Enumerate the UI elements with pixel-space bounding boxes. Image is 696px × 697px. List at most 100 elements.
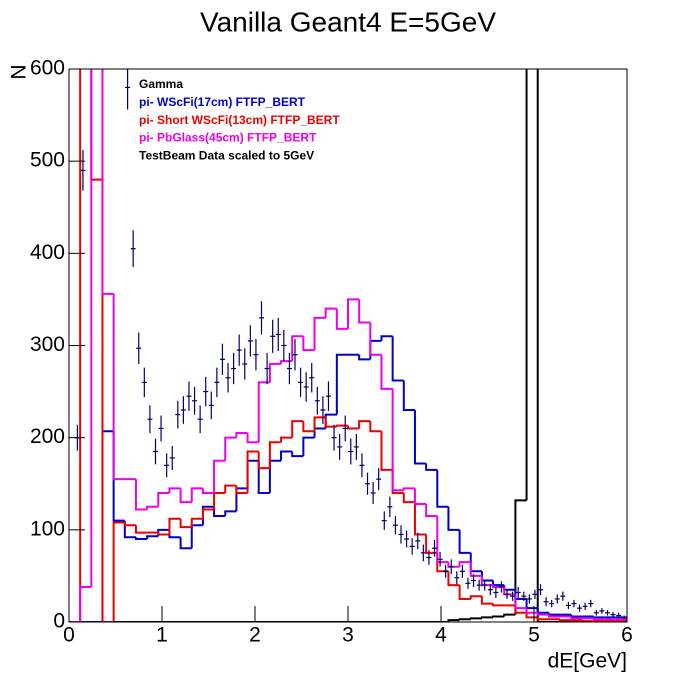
histogram-bin bbox=[469, 552, 482, 573]
histogram-bin bbox=[592, 616, 605, 619]
x-tick-label: 0 bbox=[63, 624, 75, 647]
histogram-bin bbox=[391, 336, 404, 382]
x-tick-label: 4 bbox=[435, 624, 447, 647]
histogram-bin bbox=[112, 293, 125, 481]
histogram-bin bbox=[469, 595, 482, 599]
histogram-bin bbox=[235, 432, 248, 438]
histogram-bin bbox=[280, 360, 293, 364]
histogram-bin bbox=[425, 504, 438, 518]
histogram-bin bbox=[335, 424, 348, 427]
histogram-bin bbox=[514, 594, 527, 610]
histogram-bin bbox=[146, 505, 159, 510]
histogram-bin bbox=[324, 307, 337, 318]
histogram-bin bbox=[291, 335, 304, 362]
plot-area bbox=[69, 69, 627, 622]
histogram-bin bbox=[469, 617, 482, 620]
histogram-bin bbox=[525, 598, 538, 610]
histogram-bin bbox=[380, 431, 393, 471]
y-tick-label: 500 bbox=[30, 149, 65, 172]
histogram-bin bbox=[492, 615, 505, 618]
histogram-bin bbox=[280, 436, 293, 443]
histogram-bin bbox=[224, 484, 237, 493]
histogram-bin bbox=[246, 433, 259, 444]
histogram-bin bbox=[190, 517, 203, 528]
histogram-bin bbox=[592, 618, 605, 621]
histogram-bin bbox=[391, 388, 404, 492]
histogram-bin bbox=[168, 517, 181, 535]
histogram-bin bbox=[436, 516, 449, 564]
histogram-bin bbox=[425, 463, 438, 471]
histogram-bin bbox=[458, 561, 471, 567]
histogram-bin bbox=[581, 620, 594, 622]
histogram-bin bbox=[347, 298, 360, 329]
histogram-bin bbox=[213, 491, 226, 510]
histogram-bin bbox=[302, 421, 315, 433]
histogram-bin bbox=[536, 608, 549, 614]
histogram-bin bbox=[447, 506, 460, 531]
legend-entry: TestBeam Data scaled to 5GeV bbox=[139, 148, 314, 162]
histogram-bin bbox=[570, 614, 583, 618]
histogram-bin bbox=[168, 529, 181, 539]
y-tick-label: 0 bbox=[53, 610, 65, 633]
histogram-bin bbox=[413, 410, 427, 465]
x-tick-label: 2 bbox=[249, 624, 261, 647]
histogram-bin bbox=[547, 614, 561, 618]
histogram-bin bbox=[179, 488, 192, 504]
y-axis-label: N bbox=[8, 64, 31, 79]
histogram-bin bbox=[112, 431, 125, 522]
histogram-bin bbox=[469, 562, 482, 577]
histogram-bin bbox=[90, 69, 103, 181]
histogram-bin bbox=[313, 427, 326, 438]
y-tick-label: 300 bbox=[30, 333, 65, 356]
histogram-bin bbox=[302, 336, 315, 352]
histogram-bin bbox=[79, 585, 92, 622]
histogram-bin bbox=[615, 616, 627, 622]
histogram-bin bbox=[615, 620, 627, 622]
histogram-bin bbox=[246, 459, 259, 489]
histogram-bin bbox=[514, 499, 527, 615]
x-axis-label: dE[GeV] bbox=[548, 650, 627, 673]
histogram-bin bbox=[503, 585, 516, 591]
histogram-bin bbox=[425, 534, 438, 554]
y-tick-label: 100 bbox=[30, 517, 65, 540]
histogram-bin bbox=[559, 619, 572, 622]
histogram-bin bbox=[246, 450, 259, 493]
chart-title: Vanilla Geant4 E=5GeV bbox=[200, 6, 496, 37]
histogram-bin bbox=[257, 460, 270, 494]
histogram-bin bbox=[257, 381, 270, 443]
histogram-bin bbox=[447, 571, 460, 587]
histogram-bin bbox=[525, 69, 528, 501]
histogram-bin bbox=[179, 537, 192, 550]
histogram-bin bbox=[302, 436, 315, 457]
histogram-bin bbox=[380, 354, 393, 390]
histogram-bin bbox=[313, 316, 326, 351]
histogram-bin bbox=[268, 459, 282, 493]
histogram-bin bbox=[503, 613, 516, 617]
histogram-bin bbox=[413, 502, 427, 536]
histogram-bin bbox=[134, 479, 148, 511]
histogram-bin bbox=[179, 518, 192, 529]
histogram-bin bbox=[101, 179, 114, 622]
legend-entry: pi- WScFi(17cm) FTFP_BERT bbox=[139, 95, 306, 109]
histogram-bin bbox=[492, 603, 505, 607]
histogram-bin bbox=[257, 451, 270, 470]
legend-entry: pi- PbGlass(45cm) FTFP_BERT bbox=[139, 131, 317, 145]
histogram-bin bbox=[201, 508, 215, 519]
histogram-bin bbox=[268, 441, 282, 469]
y-tick-label: 400 bbox=[30, 241, 65, 264]
histogram-bin bbox=[335, 353, 348, 415]
histogram-bin bbox=[402, 487, 415, 491]
histogram-bin bbox=[101, 69, 114, 295]
histogram-bin bbox=[402, 380, 415, 412]
histogram-bin bbox=[347, 425, 360, 430]
histogram-bin bbox=[201, 488, 215, 494]
histogram-bin bbox=[190, 524, 203, 549]
histogram-bin bbox=[458, 585, 471, 600]
histogram-bin bbox=[146, 535, 159, 540]
histogram-bin bbox=[369, 421, 382, 433]
histogram-bin bbox=[413, 488, 427, 506]
histogram-bin bbox=[324, 417, 337, 428]
histogram-bin bbox=[335, 308, 348, 330]
histogram-bin bbox=[369, 339, 382, 360]
y-tick-label: 200 bbox=[30, 425, 65, 448]
